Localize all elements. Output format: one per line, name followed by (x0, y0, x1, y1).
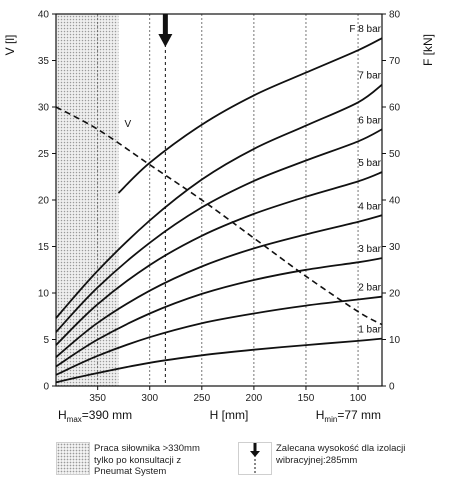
x-axis-title: H [mm] (210, 408, 249, 422)
force-curve-label: 4 bar (358, 201, 381, 212)
volume-curve (55, 106, 383, 326)
x-tick-label: 350 (89, 393, 106, 404)
force-curve-8 (117, 37, 383, 194)
y-left-tick-label: 40 (38, 10, 50, 21)
volume-curve-label: V (124, 119, 131, 130)
recommended-height-arrow-shaft (162, 14, 168, 34)
y-left-tick-label: 5 (43, 335, 49, 346)
legend-arrow-swatch (238, 442, 272, 475)
force-curve-label: 7 bar (358, 71, 381, 82)
force-curve-label: 1 bar (358, 325, 381, 336)
y-left-tick-label: 15 (38, 242, 50, 253)
force-curve-3 (55, 257, 383, 368)
x-tick-label: 300 (141, 393, 158, 404)
y-right-axis-title: F [kN] (421, 34, 435, 66)
x-tick-label: 200 (246, 393, 263, 404)
y-right-tick-label: 30 (389, 242, 401, 253)
down-arrow-icon (250, 443, 260, 474)
force-curve-1 (55, 337, 383, 384)
force-curve-5 (55, 171, 383, 346)
y-right-tick-label: 20 (389, 289, 401, 300)
y-right-tick-label: 70 (389, 56, 401, 67)
force-curve-label: 6 bar (358, 115, 381, 126)
legend-recommended-height: Zalecana wysokość dla izolacji wibracyjn… (238, 442, 453, 482)
x-tick-label: 250 (193, 393, 210, 404)
legend-hatch-line-1: Praca siłownika >330mm (94, 443, 200, 454)
y-left-tick-label: 10 (38, 289, 50, 300)
legend-arrow-line-2: wibracyjnej:285mm (276, 454, 358, 466)
h-min-label: Hmin=77 mm (316, 408, 381, 424)
force-curve-label: 5 bar (358, 158, 381, 169)
legend-shaded-region: Praca siłownika >330mm tylko po konsulta… (56, 442, 276, 482)
force-curve-label: 3 bar (358, 244, 381, 255)
h-max-label: Hmax=390 mm (58, 408, 132, 424)
force-curve-7 (55, 83, 383, 319)
y-left-tick-label: 20 (38, 196, 50, 207)
x-tick-label: 150 (298, 393, 315, 404)
y-left-tick-label: 30 (38, 103, 50, 114)
y-right-tick-label: 80 (389, 10, 401, 21)
force-curve-label: F 8 bar (349, 24, 381, 35)
legend-arrow-line-1: Zalecana wysokość dla izolacji (276, 443, 406, 454)
legend-hatch-swatch (56, 442, 90, 475)
y-left-tick-label: 0 (43, 382, 49, 393)
y-right-tick-label: 50 (389, 149, 401, 160)
y-left-axis-title: V [l] (3, 35, 17, 56)
legend-hatch-line-2: tylko po konsultacji z (94, 454, 182, 466)
y-left-tick-label: 35 (38, 56, 50, 67)
recommended-height-arrow-head (158, 34, 173, 47)
force-curve-label: 2 bar (358, 283, 381, 294)
y-left-tick-label: 25 (38, 149, 50, 160)
y-right-tick-label: 10 (389, 335, 401, 346)
shaded-region (56, 14, 119, 386)
y-right-tick-label: 40 (389, 196, 401, 207)
force-curve-6 (55, 128, 383, 333)
y-right-tick-label: 60 (389, 103, 401, 114)
x-tick-label: 100 (350, 393, 367, 404)
y-right-tick-label: 0 (389, 382, 395, 393)
force-curve-2 (55, 295, 383, 376)
force-curve-4 (55, 214, 383, 358)
legend-hatch-line-3: Pneumat System (94, 466, 167, 477)
